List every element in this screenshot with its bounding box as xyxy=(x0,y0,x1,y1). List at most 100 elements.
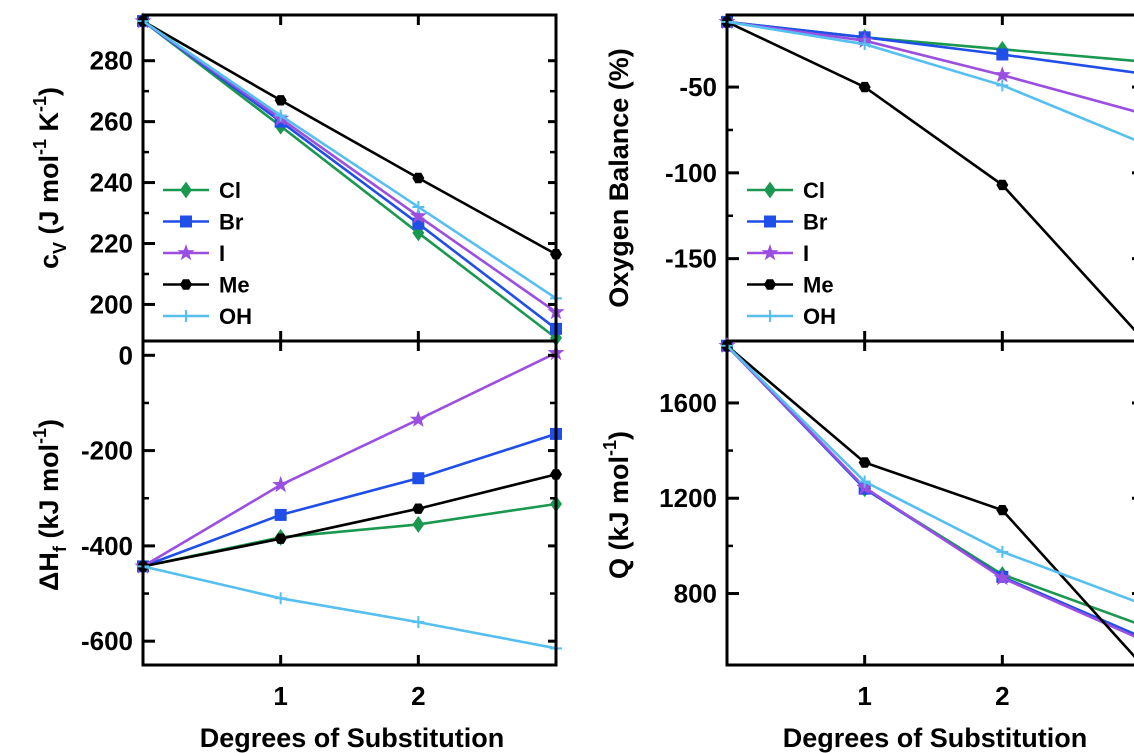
data-point-me xyxy=(274,95,287,106)
legend-marker xyxy=(764,310,776,322)
series-line-br xyxy=(726,20,1134,74)
data-point-oh xyxy=(412,616,425,629)
legend-label: Cl xyxy=(803,178,825,203)
x-tick-label: 2 xyxy=(411,681,425,711)
y-axis-title-q: Q (kJ mol-1) xyxy=(600,431,634,579)
y-tick-label: 800 xyxy=(674,579,717,609)
y-tick-label: -400 xyxy=(81,531,133,561)
x-tick-label: 1 xyxy=(857,681,871,711)
series-line-me xyxy=(726,20,1134,332)
y-tick-label: 280 xyxy=(90,46,133,76)
legend-item-oh: OH xyxy=(163,304,252,329)
legend-marker xyxy=(761,244,779,261)
y-tick-label: -100 xyxy=(665,158,717,188)
data-point-i xyxy=(409,410,427,427)
y-axis-title-hf: ΔHf (kJ mol-1) xyxy=(30,419,70,591)
legend-item-i: I xyxy=(747,241,809,266)
y-tick-label: 0 xyxy=(119,340,133,370)
data-point-oh xyxy=(274,109,287,122)
plot-frame xyxy=(141,339,558,667)
y-tick-label: 220 xyxy=(90,229,133,259)
legend-item-me: Me xyxy=(747,273,834,298)
data-point-br xyxy=(412,472,425,485)
series-line-i xyxy=(142,351,557,568)
data-point-i xyxy=(1131,109,1134,112)
legend-item-cl: Cl xyxy=(163,178,241,203)
panel-heat-capacity: 200 220 240 260 280 xyxy=(90,12,565,347)
y-tick-label: -50 xyxy=(679,72,717,102)
data-point-i xyxy=(1131,635,1134,638)
data-point-oh xyxy=(858,38,871,51)
legend-label: Me xyxy=(219,273,250,298)
data-point-me xyxy=(996,505,1009,516)
legend-item-br: Br xyxy=(163,210,244,235)
y-axis-title-ob: Oxygen Balance (%) xyxy=(604,48,634,308)
series-line-me xyxy=(726,344,1134,658)
series-line-br xyxy=(726,344,1134,636)
legend-label: I xyxy=(803,241,809,266)
legend-item-br: Br xyxy=(747,210,828,235)
legend-marker xyxy=(764,181,776,199)
data-point-br xyxy=(274,508,287,521)
y-tick-label: 200 xyxy=(90,289,133,319)
x-axis-title-left: Degrees of Substitution xyxy=(200,723,505,753)
data-point-i xyxy=(993,66,1011,83)
series-line-i xyxy=(726,344,1134,638)
y-tick-label: -150 xyxy=(665,244,717,274)
data-point-oh xyxy=(858,475,871,488)
series-line-cl xyxy=(142,20,557,340)
series-line-oh xyxy=(726,20,1134,141)
series-line-oh xyxy=(142,20,557,300)
legend-label: Me xyxy=(803,273,834,298)
legend-label: OH xyxy=(803,304,836,329)
series-line-oh xyxy=(726,344,1134,603)
data-point-oh xyxy=(996,545,1009,558)
data-point-me xyxy=(858,81,871,93)
data-point-cl xyxy=(412,516,425,533)
series-line-i xyxy=(726,20,1134,113)
legend-item-oh: OH xyxy=(747,304,836,329)
y-tick-label: 1600 xyxy=(659,388,717,418)
data-point-cl xyxy=(412,224,425,242)
legend-label: Br xyxy=(803,210,828,235)
legend-label: Cl xyxy=(219,178,241,203)
legend-item-me: Me xyxy=(163,273,250,298)
legend-marker xyxy=(180,310,192,322)
data-point-me xyxy=(274,533,287,544)
data-point-me xyxy=(412,172,425,184)
series-line-me xyxy=(142,473,557,568)
x-axis-title-right: Degrees of Substitution xyxy=(783,723,1088,753)
y-tick-label: -600 xyxy=(81,626,133,656)
data-point-me xyxy=(858,457,871,468)
y-tick-label: 260 xyxy=(90,107,133,137)
legend-marker xyxy=(764,215,776,228)
y-tick-label: 1200 xyxy=(659,483,717,513)
legend-label: I xyxy=(219,241,225,266)
plot-frame xyxy=(725,339,1134,667)
legend-marker xyxy=(180,279,192,290)
legend-label: OH xyxy=(219,304,252,329)
data-point-oh xyxy=(274,592,287,605)
data-point-br xyxy=(996,48,1009,61)
data-point-oh xyxy=(996,79,1009,92)
legend-marker xyxy=(764,279,776,290)
data-point-me xyxy=(412,503,425,514)
legend-item-i: I xyxy=(163,241,225,266)
panel-heat-of-detonation: 800 1200 1600 1 2 xyxy=(659,336,1134,711)
legend-heat-capacity: Cl Br I Me OH xyxy=(163,178,252,329)
series-line-br xyxy=(142,432,557,568)
data-point-i xyxy=(272,475,290,493)
y-tick-label: 240 xyxy=(90,168,133,198)
series-line-oh xyxy=(142,565,557,650)
legend-marker xyxy=(180,181,192,199)
legend-oxygen-balance: Cl Br I Me OH xyxy=(747,178,836,329)
legend-marker xyxy=(180,215,192,228)
data-point-i xyxy=(409,207,427,224)
data-point-i xyxy=(993,569,1011,586)
panel-oxygen-balance: -50 -100 -150 xyxy=(665,12,1134,343)
x-tick-label: 2 xyxy=(995,681,1009,711)
legend-label: Br xyxy=(219,210,244,235)
y-tick-label: -200 xyxy=(81,436,133,466)
data-point-me xyxy=(996,179,1009,191)
y-axis-title-cv: cV (J mol-1 K-1) xyxy=(30,87,70,269)
